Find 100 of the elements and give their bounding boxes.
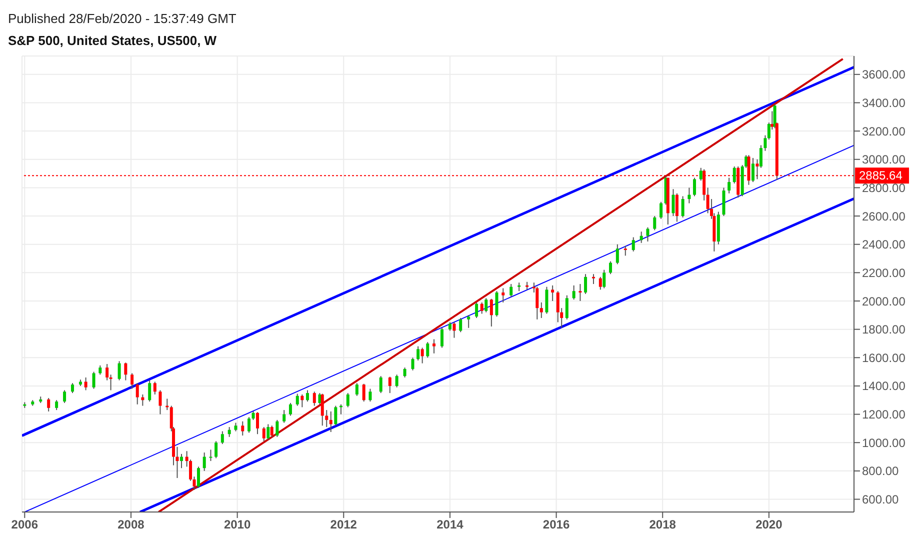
y-tick-label: 2600.00 (862, 209, 906, 224)
candlestick (616, 244, 619, 265)
candlestick (764, 134, 767, 152)
candlestick (71, 382, 74, 394)
candlestick (109, 374, 112, 391)
candlestick (545, 286, 548, 314)
y-tick-label: 3000.00 (862, 152, 906, 167)
candlestick (572, 284, 576, 300)
candlestick (395, 374, 398, 388)
candlestick (732, 166, 736, 184)
candlestick (180, 453, 183, 469)
candlestick (551, 284, 554, 302)
candlestick (675, 192, 678, 222)
candlestick (452, 322, 456, 338)
candlestick (130, 372, 134, 390)
candlestick (320, 393, 324, 426)
candlestick (609, 260, 612, 275)
candlestick (368, 388, 372, 402)
candlestick (403, 367, 406, 378)
candlestick (306, 390, 309, 402)
candlestick (411, 357, 414, 371)
candlestick (632, 236, 635, 252)
candlestick (136, 382, 139, 405)
x-tick-label: 2016 (542, 518, 570, 532)
candlestick (699, 167, 702, 182)
candlestick (432, 338, 436, 354)
candlestick (55, 400, 58, 411)
x-tick-label: 2018 (649, 518, 676, 532)
text: Published 28/Feb/2020 - 15:37:49 GMT (8, 10, 238, 28)
ref-line-label: 2885.64 (859, 168, 903, 183)
candlestick (158, 390, 162, 415)
y-tick-label: 1000.00 (862, 436, 906, 450)
candlestick (84, 376, 88, 391)
candlestick (318, 392, 322, 405)
candlestick (672, 188, 675, 217)
candlestick (759, 144, 762, 168)
candlestick (63, 390, 66, 404)
candlestick (467, 314, 470, 328)
candlestick (197, 466, 200, 488)
candlestick (646, 226, 650, 242)
candlestick (106, 364, 109, 381)
y-tick-label: 1400.00 (862, 379, 906, 394)
y-tick-label: 1200.00 (862, 408, 906, 422)
candlestick (148, 380, 152, 402)
candlestick (388, 376, 392, 394)
candlestick (584, 274, 588, 294)
candlestick (440, 327, 444, 348)
candlestick (660, 201, 663, 220)
x-tick-label: 2014 (436, 518, 464, 532)
candlestick (510, 284, 513, 298)
candlestick (329, 410, 332, 432)
candlestick (728, 177, 731, 194)
candlestick (459, 317, 462, 333)
candlestick (379, 376, 382, 394)
y-tick-label: 800.00 (862, 464, 900, 478)
candlestick (624, 245, 627, 256)
candlestick (540, 302, 543, 318)
candlestick (202, 452, 206, 472)
candlestick (484, 298, 488, 313)
candlestick (256, 412, 260, 435)
candlestick (228, 426, 231, 438)
candlestick (355, 382, 358, 396)
candlestick (420, 347, 424, 364)
y-tick-label: 3400.00 (862, 96, 906, 110)
candlestick (300, 394, 304, 408)
candlestick (502, 288, 505, 303)
candlestick (312, 391, 316, 406)
candlestick (598, 276, 602, 290)
x-tick-label: 2012 (330, 518, 358, 532)
y-tick-label: 600.00 (862, 492, 900, 507)
x-tick-label: 2008 (118, 518, 145, 532)
candlestick (276, 419, 279, 438)
candlestick (334, 405, 338, 426)
candlestick (153, 381, 156, 395)
chart-title: S&P 500, United States, US500, W (8, 32, 218, 50)
y-tick-label: 1600.00 (862, 350, 906, 365)
candlestick (770, 110, 774, 130)
candlestick (495, 290, 498, 318)
candlestick (270, 425, 274, 438)
candlestick (602, 269, 606, 289)
candlestick (124, 362, 128, 381)
y-tick-label: 1800.00 (862, 322, 906, 337)
y-tick-label: 2000.00 (862, 294, 906, 308)
y-tick-label: 2400.00 (862, 238, 906, 252)
x-tick-label: 2010 (224, 518, 251, 532)
y-tick-label: 3600.00 (862, 68, 906, 82)
x-tick-label: 2020 (756, 518, 783, 532)
candlestick (118, 360, 121, 381)
candlestick (220, 430, 224, 445)
candlestick (346, 392, 350, 408)
y-tick-label: 3200.00 (862, 124, 906, 138)
candlestick (47, 398, 50, 412)
candlestick (214, 440, 218, 459)
candlestick (98, 364, 102, 376)
candlestick (262, 426, 266, 442)
candlestick (325, 410, 328, 428)
candlestick (693, 177, 696, 197)
candlestick (592, 274, 595, 284)
candlestick (266, 424, 270, 440)
candlestick (248, 416, 251, 434)
